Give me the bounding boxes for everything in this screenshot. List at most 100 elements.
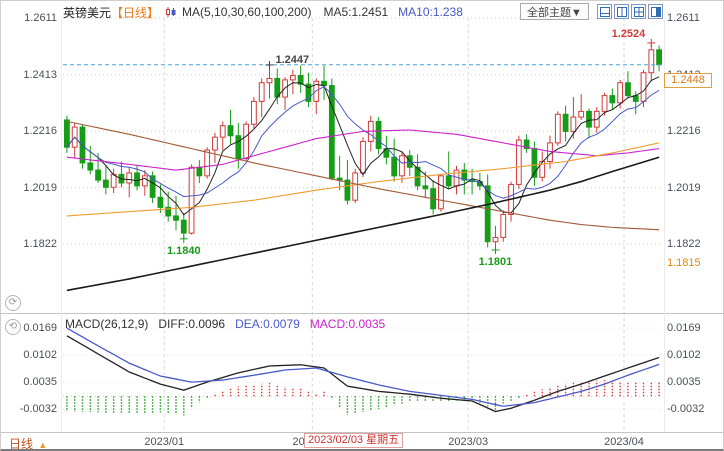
price-annotations: 1.2447 1.2524 1.1840 1.1801: [167, 28, 656, 268]
layout-split-vertical-icon[interactable]: [614, 4, 629, 19]
price-annotation-label: 1.1840: [167, 245, 201, 257]
candle: [562, 113, 569, 132]
candle: [180, 219, 187, 234]
macd-header: MACD(26,12,9) DIFF:0.0096 DEA:0.0079 MAC…: [65, 317, 385, 331]
layout-split-horizontal-icon[interactable]: [597, 4, 612, 19]
candle: [243, 123, 250, 160]
candle: [196, 166, 203, 177]
cycle-tool-icon[interactable]: ⟲: [5, 319, 21, 335]
macd-diff-value: DIFF:0.0096: [158, 317, 226, 331]
macd-params-label[interactable]: MACD(26,12,9): [65, 317, 149, 331]
candle: [219, 125, 226, 138]
candle: [656, 49, 662, 66]
candle: [305, 83, 312, 102]
ma-overlays: [66, 76, 660, 292]
candle: [515, 139, 522, 185]
macd-diff-line: [66, 335, 660, 413]
period-label: 日线: [9, 437, 34, 451]
price-annotation-label: 1.1801: [479, 256, 513, 268]
candle: [212, 136, 218, 151]
candle: [617, 82, 624, 104]
candle: [554, 113, 561, 144]
ma-params-label[interactable]: MA(5,10,30,60,100,200): [182, 5, 312, 19]
candle: [188, 166, 195, 234]
candle: [126, 172, 133, 184]
macd-histogram: [66, 380, 660, 416]
refresh-tool-icon[interactable]: ⟳: [5, 295, 21, 311]
candle: [344, 179, 351, 201]
period-selector[interactable]: 日线 ▲: [9, 435, 48, 451]
candle: [640, 72, 647, 102]
candle: [235, 135, 242, 160]
candle: [399, 155, 405, 177]
candle: [258, 82, 265, 102]
candle: [648, 49, 655, 74]
candle: [578, 110, 585, 118]
ma5-line: [66, 76, 660, 216]
ma30-line: [66, 129, 660, 171]
candle: [391, 156, 398, 177]
candle: [297, 75, 304, 85]
candle: [141, 175, 148, 187]
macd-dea-value: DEA:0.0079: [235, 317, 300, 331]
ma5-value-label: MA5:1.2451: [323, 5, 389, 19]
price-annotation-label: 1.2524: [612, 28, 647, 40]
candle: [102, 179, 109, 188]
candle: [422, 185, 429, 190]
candle: [438, 175, 444, 210]
crosshair-date-label: 2023/02/03 星期五: [304, 433, 404, 448]
candle: [95, 169, 101, 181]
candle: [547, 142, 553, 163]
ma100-line: [66, 120, 660, 231]
ma200-line: [66, 156, 660, 292]
candle: [523, 139, 530, 150]
candle: [149, 175, 156, 198]
period-tag: 【日线】: [111, 5, 160, 20]
layout-sidebar-icon[interactable]: [648, 4, 663, 19]
candle: [601, 95, 608, 112]
candle: [227, 125, 234, 137]
session-low-tag: 1.1815: [667, 257, 701, 269]
candlesticks: [64, 42, 662, 251]
chart-header: 英镑美元 【日线】 MA(5,10,30,60,100,200) MA5:1.2…: [63, 4, 463, 20]
candle: [134, 172, 140, 187]
macd-dea-line: [66, 327, 660, 407]
symbol-title: 英镑美元: [63, 5, 112, 20]
theme-selector-button[interactable]: 全部主题▼: [520, 3, 589, 20]
candle: [157, 196, 164, 208]
candle: [352, 172, 359, 201]
candle: [570, 116, 577, 132]
candle: [87, 162, 94, 171]
candle: [625, 82, 631, 97]
gridlines: [1, 17, 723, 433]
indicator-candlestick-icon[interactable]: [165, 6, 177, 18]
candle: [484, 185, 491, 243]
macd-hist-value: MACD:0.0035: [309, 317, 386, 331]
candle: [492, 236, 499, 243]
candle: [500, 213, 507, 238]
candle: [289, 75, 296, 81]
ma60-line: [66, 142, 660, 217]
ma10-line: [66, 86, 660, 199]
layout-grid-icon[interactable]: [631, 4, 646, 19]
candle: [461, 169, 468, 181]
candle: [586, 110, 592, 128]
ma10-value-label: MA10:1.238: [398, 5, 463, 19]
candle: [251, 100, 257, 125]
price-annotation-label: 1.2447: [275, 54, 309, 66]
up-triangle-icon: ▲: [38, 440, 48, 450]
candle: [609, 95, 616, 104]
candle: [328, 85, 335, 179]
candle: [375, 120, 382, 150]
candle: [266, 77, 273, 84]
candle: [313, 80, 320, 102]
candle: [539, 161, 546, 178]
candle: [360, 140, 366, 174]
current-price-tag: 1.2448: [664, 72, 712, 88]
candle: [64, 119, 70, 148]
candle: [445, 175, 452, 187]
candle: [165, 206, 172, 217]
candle: [204, 149, 211, 177]
